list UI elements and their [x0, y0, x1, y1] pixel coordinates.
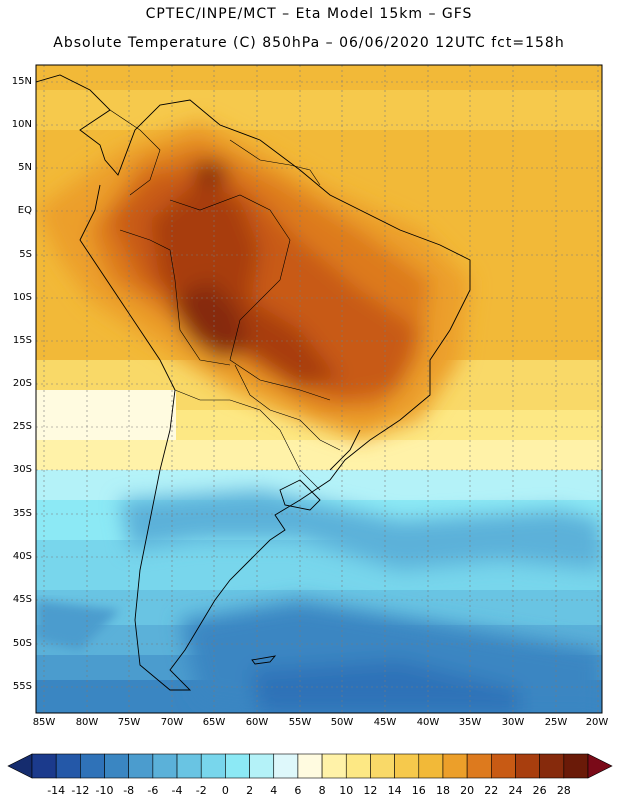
colorbar-tick-label: 8 — [318, 784, 326, 797]
lat-label: EQ — [17, 205, 32, 216]
lon-label: 85W — [32, 717, 56, 728]
colorbar-swatch — [104, 753, 129, 779]
colorbar-tick-label: 16 — [411, 784, 426, 797]
lat-label: 30S — [12, 464, 32, 475]
colorbar-swatch — [394, 753, 420, 779]
colorbar-tick-label: 28 — [556, 784, 571, 797]
colorbar-swatch — [249, 753, 275, 779]
lat-label: 10N — [11, 119, 32, 130]
map-frame — [35, 64, 603, 714]
lat-label: 25S — [12, 421, 32, 432]
colorbar — [7, 753, 613, 779]
lon-label: 20W — [585, 717, 609, 728]
lon-label: 50W — [330, 717, 354, 728]
colorbar-swatch — [200, 753, 226, 779]
lon-label: 55W — [288, 717, 312, 728]
colorbar-tick-label: -10 — [95, 784, 114, 797]
colorbar-swatch — [563, 753, 589, 779]
colorbar-tick-label: -12 — [71, 784, 90, 797]
lat-label: 15N — [11, 76, 32, 87]
colorbar-swatch — [321, 753, 347, 779]
colorbar-tick-label: 24 — [508, 784, 523, 797]
colorbar-swatch — [80, 753, 105, 779]
colorbar-swatch — [491, 753, 516, 779]
colorbar-arrow-high — [587, 753, 613, 779]
temperature-field — [36, 65, 602, 713]
colorbar-swatch — [31, 753, 57, 779]
lat-label: 40S — [12, 551, 32, 562]
colorbar-swatch — [418, 753, 444, 779]
colorbar-tick-label: 10 — [339, 784, 354, 797]
lon-label: 25W — [544, 717, 568, 728]
colorbar-tick-label: 14 — [387, 784, 402, 797]
lon-label: 30W — [501, 717, 525, 728]
colorbar-swatch — [225, 753, 250, 779]
colorbar-tick-label: 18 — [435, 784, 450, 797]
lon-label: 40W — [416, 717, 440, 728]
lat-label: 5N — [18, 162, 32, 173]
lon-label: 45W — [373, 717, 397, 728]
graticule — [36, 65, 602, 713]
coastlines — [36, 74, 471, 691]
map-title-line2: Absolute Temperature (C) 850hPa – 06/06/… — [53, 35, 565, 51]
lat-label: 50S — [12, 638, 32, 649]
colorbar-tick-label: -14 — [47, 784, 66, 797]
lon-label: 80W — [75, 717, 99, 728]
lat-label: 20S — [12, 378, 32, 389]
colorbar-arrow-low — [7, 753, 33, 779]
colorbar-tick-label: 26 — [532, 784, 547, 797]
colorbar-swatch — [152, 753, 178, 779]
map-title-line1: CPTEC/INPE/MCT – Eta Model 15km – GFS — [145, 6, 473, 22]
lat-label: 55S — [12, 681, 32, 692]
colorbar-tick-label: -4 — [171, 784, 183, 797]
lon-label: 60W — [245, 717, 269, 728]
colorbar-swatch — [515, 753, 540, 779]
colorbar-swatch — [345, 753, 371, 779]
colorbar-tick-label: 22 — [484, 784, 499, 797]
colorbar-swatch — [55, 753, 81, 779]
colorbar-tick-label: 0 — [221, 784, 229, 797]
lat-label: 35S — [12, 508, 32, 519]
colorbar-tick-label: 2 — [246, 784, 254, 797]
lon-label: 70W — [160, 717, 184, 728]
colorbar-swatch — [128, 753, 154, 779]
lon-label: 75W — [117, 717, 141, 728]
colorbar-tick-label: -2 — [195, 784, 207, 797]
colorbar-swatch — [370, 753, 395, 779]
lat-label: 10S — [12, 292, 32, 303]
lat-label: 45S — [12, 594, 32, 605]
colorbar-tick-label: 4 — [270, 784, 278, 797]
colorbar-swatch — [273, 753, 299, 779]
country-borders — [109, 109, 341, 491]
colorbar-swatch — [442, 753, 468, 779]
colorbar-tick-label: 20 — [460, 784, 475, 797]
colorbar-swatch — [539, 753, 565, 779]
colorbar-swatch — [176, 753, 202, 779]
colorbar-tick-label: -6 — [147, 784, 159, 797]
lat-label: 5S — [19, 249, 32, 260]
colorbar-tick-label: -8 — [123, 784, 135, 797]
colorbar-tick-label: 6 — [294, 784, 302, 797]
lat-label: 15S — [12, 335, 32, 346]
colorbar-tick-label: 12 — [363, 784, 378, 797]
lon-label: 35W — [458, 717, 482, 728]
colorbar-swatch — [466, 753, 492, 779]
lon-label: 65W — [202, 717, 226, 728]
colorbar-swatch — [297, 753, 323, 779]
